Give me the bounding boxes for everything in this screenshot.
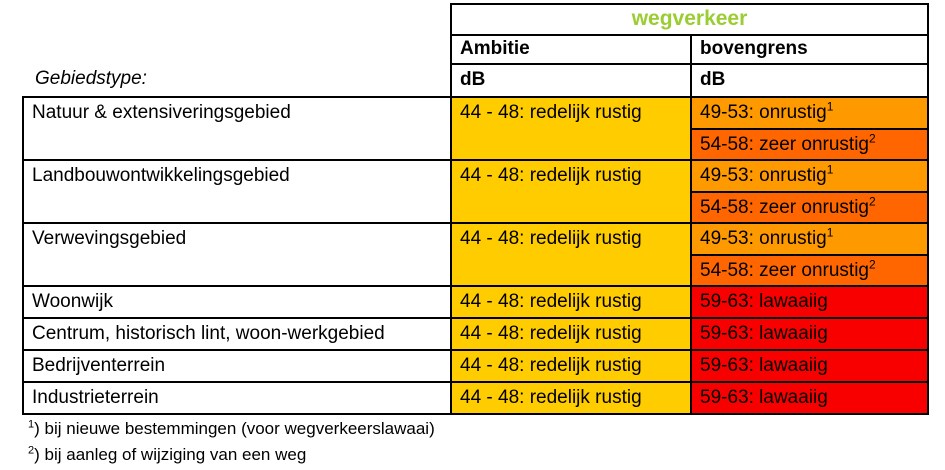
column-header-ambitie: Ambitie — [450, 34, 692, 65]
table-row-header-group: wegverkeer — [23, 3, 929, 36]
upper-bound-cell: 49-53: onrustig1 — [690, 96, 929, 130]
upper-bound-cell: 59-63: lawaaiig — [690, 381, 929, 415]
upper-bound-cell: 59-63: lawaaiig — [690, 317, 929, 351]
header-blank-cell — [23, 4, 451, 35]
column-header-bovengrens: bovengrens — [690, 34, 929, 65]
upper-bound-cell: 54-58: zeer onrustig2 — [690, 191, 929, 224]
unit-header-bovengrens: dB — [690, 63, 929, 98]
footnote-marker: 2 — [869, 131, 876, 146]
footnote-1-text: ) bij nieuwe bestemmingen (voor wegverke… — [34, 419, 435, 438]
upper-bound-cell: 59-63: lawaaiig — [690, 285, 929, 319]
table-row: Centrum, historisch lint, woon-werkgebie… — [22, 317, 929, 351]
footnotes: 1) bij nieuwe bestemmingen (voor wegverk… — [28, 416, 435, 468]
upper-bound-text: 54-58: zeer onrustig — [700, 260, 869, 281]
footnote-marker: 2 — [869, 194, 876, 209]
footnote-marker: 2 — [869, 257, 876, 272]
area-type-cell: Verwevingsgebied — [22, 222, 452, 287]
footnote-2-text: ) bij aanleg of wijziging van een weg — [34, 445, 307, 464]
upper-bound-cell: 59-63: lawaaiig — [690, 349, 929, 383]
footnote-marker: 1 — [826, 99, 834, 114]
upper-bound-cell: 54-58: zeer onrustig2 — [690, 128, 929, 161]
area-type-cell: Landbouwontwikkelingsgebied — [22, 159, 452, 224]
upper-bound-cell: 49-53: onrustig1 — [690, 159, 929, 193]
upper-bound-text: 49-53: onrustig — [700, 165, 827, 186]
footnote-1-marker: 1 — [28, 418, 35, 431]
ambition-cell: 44 - 48: redelijk rustig — [450, 317, 692, 351]
ambition-cell: 44 - 48: redelijk rustig — [450, 285, 692, 319]
table-row: 54-58: zeer onrustig2 — [23, 128, 929, 161]
header-blank-cell — [23, 35, 451, 64]
area-type-cell: Woonwijk — [22, 285, 452, 319]
noise-ambition-table: wegverkeer Ambitie bovengrens Gebiedstyp… — [22, 3, 929, 415]
upper-bound-text: 54-58: zeer onrustig — [700, 134, 869, 155]
upper-bound-text: 49-53: onrustig — [700, 102, 827, 123]
upper-bound-text: 54-58: zeer onrustig — [700, 197, 869, 218]
upper-bound-text: 49-53: onrustig — [700, 228, 827, 249]
row-label-title: Gebiedstype: — [23, 64, 451, 97]
ambition-cell: 44 - 48: redelijk rustig — [450, 222, 692, 287]
area-type-cell: Industrieterrein — [22, 381, 452, 415]
ambition-cell: 44 - 48: redelijk rustig — [450, 381, 692, 415]
table-row: Landbouwontwikkelingsgebied 44 - 48: red… — [22, 159, 929, 224]
table-row: Verwevingsgebied 44 - 48: redelijk rusti… — [22, 222, 929, 287]
table-row-header-units: Gebiedstype: dB dB — [23, 63, 929, 98]
table-row: 54-58: zeer onrustig2 — [23, 254, 929, 287]
table-row: 54-58: zeer onrustig2 — [23, 191, 929, 224]
table-row: Bedrijventerrein 44 - 48: redelijk rusti… — [22, 349, 929, 383]
footnote-1: 1) bij nieuwe bestemmingen (voor wegverk… — [28, 416, 435, 442]
ambition-cell: 44 - 48: redelijk rustig — [450, 349, 692, 383]
table-row: Industrieterrein 44 - 48: redelijk rusti… — [22, 381, 929, 415]
footnote-2: 2) bij aanleg of wijziging van een weg — [28, 442, 435, 468]
unit-header-ambitie: dB — [450, 63, 692, 98]
table-row: Woonwijk 44 - 48: redelijk rustig 59-63:… — [22, 285, 929, 319]
upper-bound-cell: 54-58: zeer onrustig2 — [690, 254, 929, 287]
ambition-cell: 44 - 48: redelijk rustig — [450, 96, 692, 161]
area-type-cell: Natuur & extensiveringsgebied — [22, 96, 452, 161]
area-type-cell: Centrum, historisch lint, woon-werkgebie… — [22, 317, 452, 351]
table-row-header-columns: Ambitie bovengrens — [23, 34, 929, 65]
column-group-title: wegverkeer — [450, 3, 929, 36]
table-row: Natuur & extensiveringsgebied 44 - 48: r… — [22, 96, 929, 161]
footnote-marker: 1 — [826, 225, 834, 240]
footnote-2-marker: 2 — [28, 444, 35, 457]
ambition-cell: 44 - 48: redelijk rustig — [450, 159, 692, 224]
footnote-marker: 1 — [826, 162, 834, 177]
area-type-cell: Bedrijventerrein — [22, 349, 452, 383]
upper-bound-cell: 49-53: onrustig1 — [690, 222, 929, 256]
